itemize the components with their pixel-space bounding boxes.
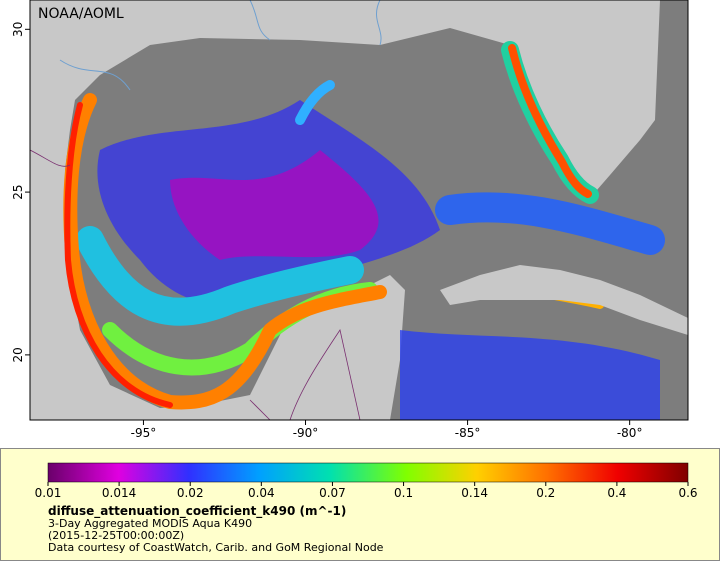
x-tick-label: -90° [293,426,319,440]
colorbar-tick-label: 0.6 [678,486,697,500]
y-tick-label: 25 [11,184,25,199]
cuba [440,265,688,335]
legend: 0.01 0.014 0.02 0.04 0.07 0.1 0.14 0.2 0.4 0.6 [35,482,698,500]
colorbar [47,462,689,483]
x-tick-label: -85° [455,426,481,440]
source-label: NOAA/AOML [38,6,124,22]
x-tick-label: -80° [617,426,643,440]
legend-line: 3-Day Aggregated MODIS Aqua K490 [48,517,252,530]
colorbar-tick-label: 0.2 [536,486,555,500]
colorbar-tick-label: 0.1 [394,486,413,500]
map-panel [30,0,688,420]
y-tick-label: 30 [11,22,25,37]
colorbar-tick-label: 0.02 [177,486,204,500]
colorbar-tick-label: 0.014 [102,486,136,500]
k490-field [63,41,665,420]
colorbar-tick-label: 0.4 [607,486,626,500]
rivers [59,0,382,91]
colorbar-tick-label: 0.07 [319,486,346,500]
axes: -95° -90° -85° -80° 20 25 30 [11,22,642,440]
colorbar-tick-label: 0.04 [248,486,275,500]
colorbar-tick-label: 0.01 [35,486,62,500]
y-tick-label: 20 [11,347,25,362]
colorbar-tick-label: 0.14 [461,486,488,500]
map-frame [29,0,689,421]
borders [30,149,361,420]
x-tick-label: -95° [131,426,157,440]
legend-line: Data courtesy of CoastWatch, Carib. and … [48,541,384,554]
legend-line: (2015-12-25T00:00:00Z) [48,529,184,542]
legend-title: diffuse_attenuation_coefficient_k490 (m^… [48,504,346,519]
